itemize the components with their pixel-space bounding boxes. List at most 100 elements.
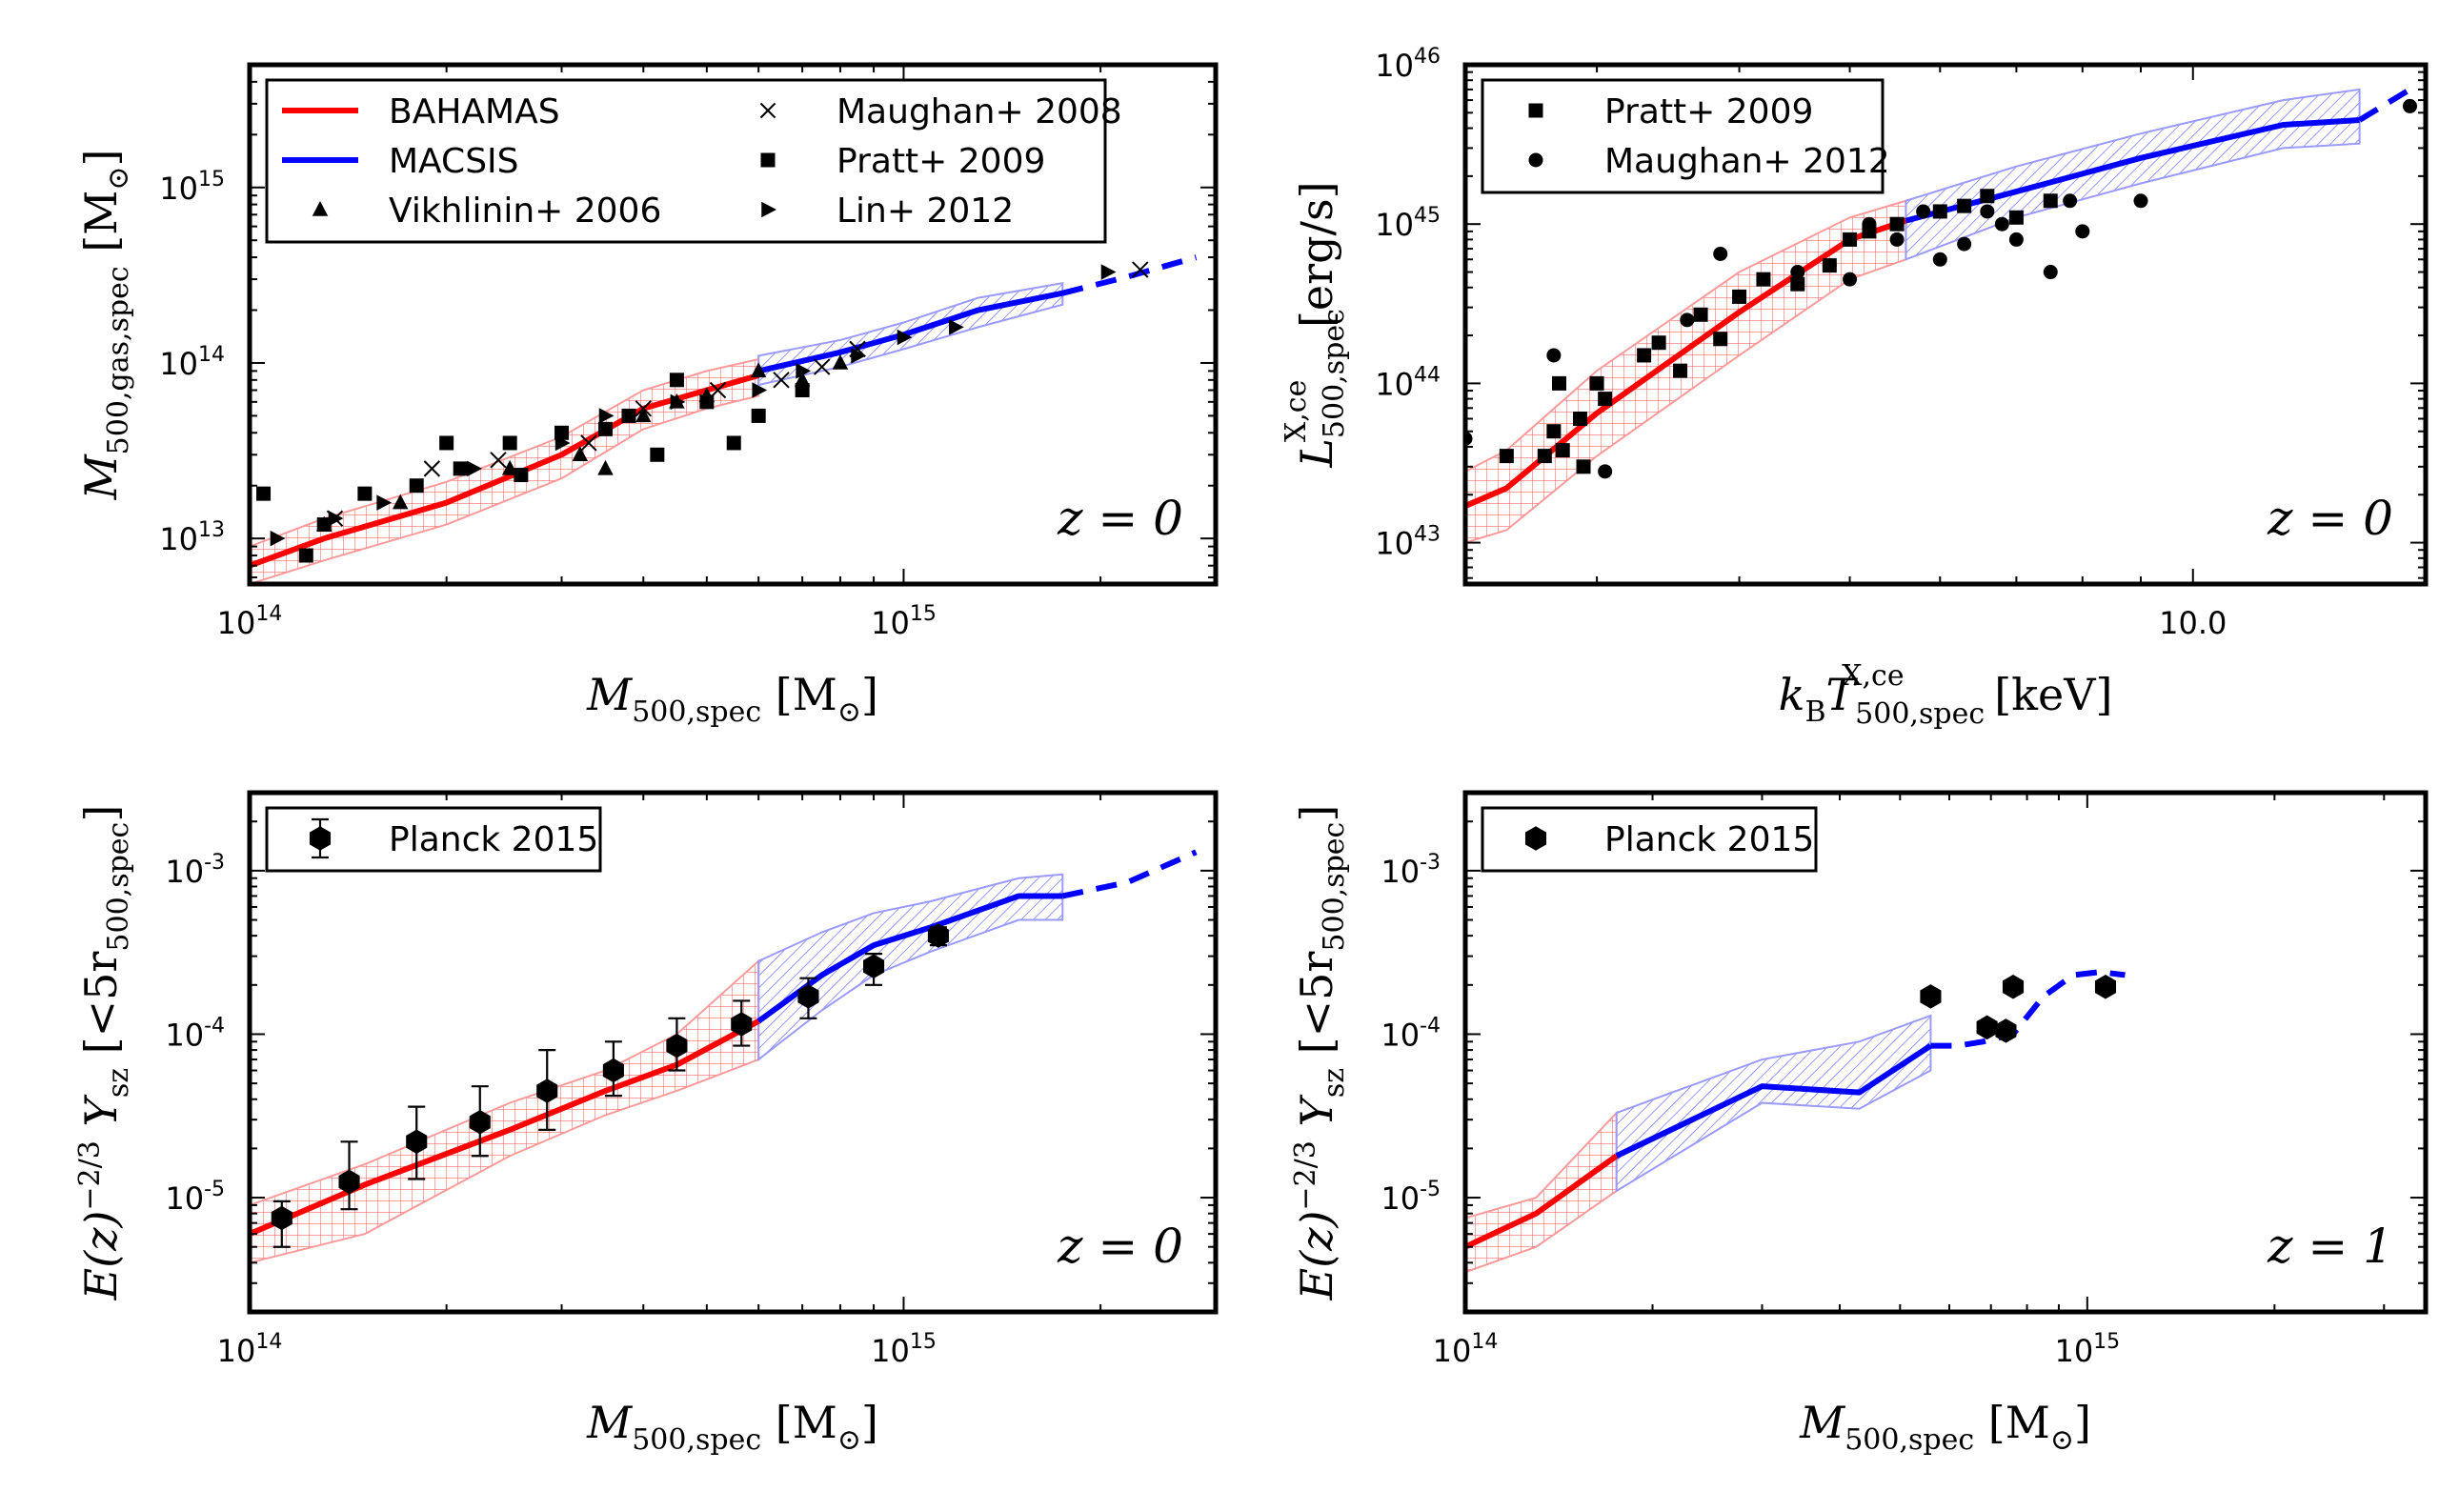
legend-swatch [1528,103,1543,118]
redshift-label: z = 0 [2267,491,2393,546]
x-tick-label: 1015 [871,1330,937,1369]
legend-item: Pratt+ 2009 [1528,92,1813,131]
data-point-triangle [832,353,849,370]
data-point-tri-right [270,530,286,547]
data-point-hex [2094,974,2117,999]
y-tick-label: 1013 [159,518,225,557]
data-point-x [490,452,507,469]
data-point-circle [1862,216,1877,232]
legend: BAHAMAS MACSIS Vikhlinin+ 2006 Maughan+ 200… [265,78,1122,244]
data-point-square [1756,272,1771,287]
data-point-square [597,421,613,436]
data-point-square [1499,449,1514,464]
macsis-band [1905,88,2361,261]
data-point-tri-right [376,494,393,511]
data-point-x [423,460,441,477]
data-point-x [580,434,597,452]
macsis-dashed-line [2358,87,2412,123]
data-point-square [669,373,684,388]
data-point-square [1598,392,1613,407]
redshift-label: z = 0 [1057,1219,1183,1274]
bahamas-line [1465,1153,1619,1250]
data-point-square [1537,449,1552,464]
bahamas-line [250,1018,760,1237]
ticks [1464,792,2426,1313]
y-tick-label: 1045 [1375,204,1441,243]
data-point-square [1889,216,1905,232]
macsis-band [1615,1014,1932,1193]
data-point-square [502,435,517,451]
data-point-square [409,478,424,494]
y-tick-label: 1046 [1375,45,1441,84]
data-point-hex [863,954,885,979]
redshift-label: z = 0 [1057,491,1183,546]
plot-area [1465,87,2418,544]
legend-swatch [312,201,329,216]
ticks [249,64,1217,584]
y-tick-label: 1014 [159,343,225,382]
y-tick-label: 10-3 [165,851,225,890]
data-point-circle [1822,258,1837,273]
data-point-circle [2063,193,2078,209]
y-tick-label: 1044 [1375,363,1441,402]
data-point-x [849,340,866,358]
data-point-square [751,408,766,423]
data-point-circle [1790,265,1805,280]
legend-box [1481,78,1885,194]
macsis-line [756,893,1063,1024]
x-tick-label: 1014 [217,1330,283,1369]
data-point-square [1693,307,1708,322]
axes-frame [247,790,1219,1315]
data-point-circle [2008,232,2024,247]
data-point-square [453,461,468,476]
data-point-x [635,400,653,417]
data-point-triangle [635,407,652,423]
data-point-tri-right [949,319,964,335]
data-point-triangle [750,362,767,378]
legend-label: MACSIS [389,142,519,181]
x-axis-label: M500,spec [M⊙] [586,1397,878,1457]
data-point-circle [2133,193,2148,209]
x-axis-label: M500,spec [M⊙] [1799,1397,2091,1457]
data-point-square [1589,375,1604,391]
legend-item: MACSIS [282,142,519,181]
data-point-square [2008,210,2024,225]
data-point-circle [1980,204,1995,219]
data-point-square [1651,335,1666,351]
axes-frame [247,62,1219,587]
legend-label: Pratt+ 2009 [837,142,1045,181]
data-point-square [514,468,529,483]
y-tick-label: 1015 [159,168,225,207]
data-point-triangle [315,515,333,532]
data-point-hex [338,1169,360,1195]
legend-label: Planck 2015 [389,820,598,859]
data-point-circle [2075,224,2090,239]
ticks [249,792,1217,1313]
y-axis-label: M500,gas,spec [M⊙] [75,150,135,501]
data-point-square [1673,363,1688,378]
data-point-hex [1976,1015,1998,1040]
x-tick-label: 1015 [2054,1330,2120,1369]
data-point-triangle [392,494,409,510]
data-point-hex [602,1058,624,1083]
legend-swatch [761,201,776,218]
macsis-line [757,290,1063,374]
data-point-square [1957,198,1972,213]
legend-label: BAHAMAS [389,92,560,131]
data-point-square [1790,276,1805,292]
x-axis-label: M500,spec [M⊙] [586,669,878,729]
legend-label: Lin+ 2012 [837,192,1014,231]
y-axis-label: L500,specX,ce [erg/s] [1280,181,1351,468]
data-point-square [1551,375,1566,391]
legend-swatch [759,102,776,119]
data-point-hex [1995,1018,2017,1043]
legend-label: Maughan+ 2012 [1604,142,1890,181]
bahamas-line [1465,217,1907,509]
legend: Planck 2015 [265,806,602,873]
data-point-square [621,408,636,423]
plot-area [250,849,1198,1264]
legend-box [265,78,1107,244]
x-tick-label: 10.0 [2159,605,2227,641]
legend-item: Pratt+ 2009 [760,142,1045,181]
data-point-triangle [572,446,589,462]
